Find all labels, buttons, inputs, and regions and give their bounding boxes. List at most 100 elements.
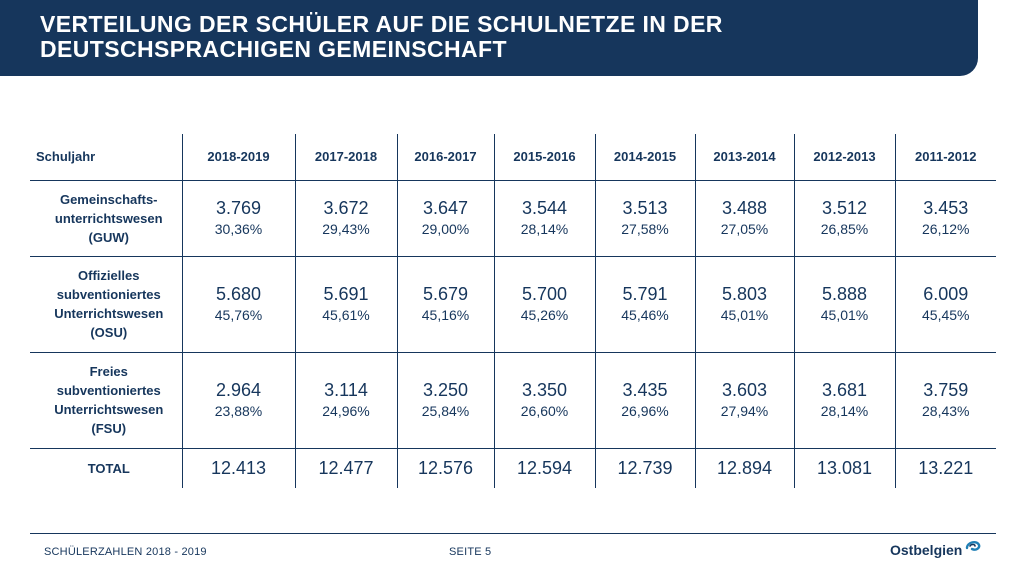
value-cell: 3.250 25,84% xyxy=(396,351,494,448)
table-header-row: Schuljahr 2018-2019 2017-2018 2016-2017 … xyxy=(30,134,996,180)
year-header: 2012-2013 xyxy=(793,134,895,180)
count-value: 5.691 xyxy=(323,284,369,304)
title-banner: VERTEILUNG DER SCHÜLER AUF DIE SCHULNETZ… xyxy=(0,0,978,76)
row-label-line: subventioniertes xyxy=(56,383,161,398)
row-label-line: (FSU) xyxy=(91,421,127,436)
year-header: 2011-2012 xyxy=(894,134,996,180)
total-value: 13.221 xyxy=(894,447,996,488)
count-value: 3.672 xyxy=(323,198,369,218)
percent-value: 30,36% xyxy=(214,221,263,237)
percent-value: 45,26% xyxy=(520,307,569,323)
table-row-fsu: Freies subventioniertes Unterrichtswesen… xyxy=(30,351,996,448)
count-value: 3.453 xyxy=(923,198,969,218)
year-header: 2013-2014 xyxy=(694,134,794,180)
percent-value: 45,45% xyxy=(922,307,970,323)
count-value: 3.769 xyxy=(215,198,262,218)
school-network-table: Schuljahr 2018-2019 2017-2018 2016-2017 … xyxy=(30,134,996,488)
value-cell: 5.679 45,16% xyxy=(396,255,494,352)
percent-value: 26,85% xyxy=(820,221,869,237)
value-cell: 6.009 45,45% xyxy=(894,255,996,352)
table-row-total: TOTAL 12.413 12.477 12.576 12.594 12.739… xyxy=(30,447,996,488)
ostbelgien-logo: Ostbelgien xyxy=(890,538,981,562)
total-value: 12.894 xyxy=(694,447,794,488)
total-value: 12.576 xyxy=(396,447,494,488)
year-header: 2014-2015 xyxy=(594,134,695,180)
row-label-line: Gemeinschafts- xyxy=(59,191,158,207)
count-value: 3.513 xyxy=(622,198,668,218)
count-value: 3.647 xyxy=(422,198,469,218)
count-value: 5.680 xyxy=(215,284,262,304)
total-value: 12.594 xyxy=(493,447,595,488)
value-cell: 3.603 27,94% xyxy=(694,351,794,448)
year-header: 2015-2016 xyxy=(493,134,595,180)
row-label-line: Freies xyxy=(89,364,128,379)
percent-value: 29,00% xyxy=(421,221,470,237)
count-value: 3.350 xyxy=(521,380,568,400)
row-label-line: unterrichtswesen xyxy=(54,210,163,226)
count-value: 3.759 xyxy=(923,380,969,400)
value-cell: 3.488 27,05% xyxy=(694,179,794,256)
page-number: SEITE 5 xyxy=(449,546,492,558)
total-value: 12.739 xyxy=(594,447,695,488)
total-value: 12.413 xyxy=(181,447,295,488)
value-cell: 2.964 23,88% xyxy=(181,351,295,448)
percent-value: 28,14% xyxy=(820,403,869,419)
percent-value: 25,84% xyxy=(421,403,470,419)
count-value: 2.964 xyxy=(215,380,262,400)
percent-value: 45,01% xyxy=(720,307,769,323)
count-value: 3.488 xyxy=(721,198,768,218)
count-value: 3.250 xyxy=(422,380,469,400)
value-cell: 3.681 28,14% xyxy=(793,351,895,448)
percent-value: 27,94% xyxy=(720,403,769,419)
value-cell: 5.803 45,01% xyxy=(694,255,794,352)
count-value: 5.888 xyxy=(821,284,868,304)
row-label-fsu: Freies subventioniertes Unterrichtswesen… xyxy=(30,351,182,448)
percent-value: 23,88% xyxy=(214,403,263,419)
value-cell: 3.114 24,96% xyxy=(294,351,397,448)
value-cell: 5.888 45,01% xyxy=(793,255,895,352)
count-value: 3.544 xyxy=(521,198,568,218)
value-cell: 5.791 45,46% xyxy=(594,255,695,352)
count-value: 5.679 xyxy=(422,284,469,304)
header-label: Schuljahr xyxy=(36,149,96,165)
percent-value: 45,46% xyxy=(621,307,669,323)
value-cell: 3.512 26,85% xyxy=(793,179,895,256)
footer-caption: SCHÜLERZAHLEN 2018 - 2019 xyxy=(44,546,207,558)
row-label-guw: Gemeinschafts- unterrichtswesen (GUW) xyxy=(30,179,182,256)
percent-value: 45,76% xyxy=(214,307,263,323)
year-header: 2017-2018 xyxy=(294,134,397,180)
percent-value: 26,60% xyxy=(520,403,569,419)
total-value: 12.477 xyxy=(294,447,397,488)
value-cell: 3.672 29,43% xyxy=(294,179,397,256)
logo-text: Ostbelgien xyxy=(890,542,963,558)
value-cell: 3.513 27,58% xyxy=(594,179,695,256)
count-value: 6.009 xyxy=(923,284,969,304)
row-label-line: Offizielles xyxy=(78,268,140,283)
count-value: 5.803 xyxy=(721,284,768,304)
total-value: 13.081 xyxy=(793,447,895,488)
count-value: 3.603 xyxy=(721,380,768,400)
total-label: TOTAL xyxy=(30,447,182,488)
row-label-line: (GUW) xyxy=(88,229,129,245)
count-value: 3.435 xyxy=(622,380,668,400)
percent-value: 26,12% xyxy=(922,221,970,237)
value-cell: 5.691 45,61% xyxy=(294,255,397,352)
value-cell: 3.350 26,60% xyxy=(493,351,595,448)
value-cell: 3.435 26,96% xyxy=(594,351,695,448)
count-value: 3.681 xyxy=(821,380,868,400)
percent-value: 45,61% xyxy=(322,307,370,323)
value-cell: 3.544 28,14% xyxy=(493,179,595,256)
count-value: 5.700 xyxy=(521,284,568,304)
row-label-line: Unterrichtswesen xyxy=(54,402,164,417)
table-row-guw: Gemeinschafts- unterrichtswesen (GUW) 3.… xyxy=(30,179,996,256)
percent-value: 26,96% xyxy=(621,403,669,419)
percent-value: 27,58% xyxy=(621,221,669,237)
year-header: 2016-2017 xyxy=(396,134,494,180)
page-title: VERTEILUNG DER SCHÜLER AUF DIE SCHULNETZ… xyxy=(40,11,723,62)
row-label-line: (OSU) xyxy=(90,325,128,340)
value-cell: 3.759 28,43% xyxy=(894,351,996,448)
row-label-osu: Offizielles subventioniertes Unterrichts… xyxy=(30,255,182,352)
percent-value: 29,43% xyxy=(322,221,370,237)
value-cell: 3.647 29,00% xyxy=(396,179,494,256)
count-value: 3.512 xyxy=(821,198,868,218)
